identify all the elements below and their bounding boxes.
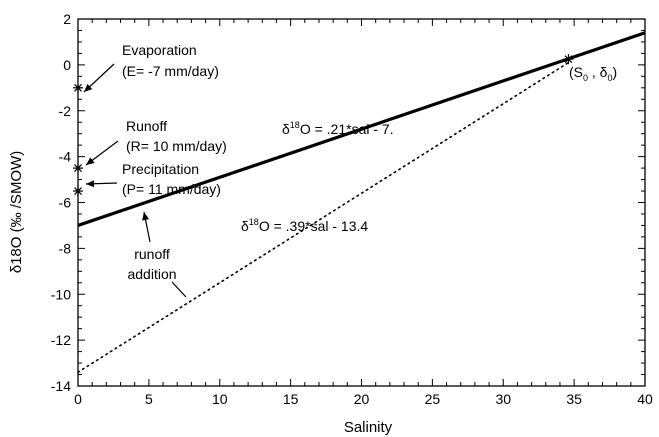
solid-mixing-line xyxy=(77,31,646,227)
dotted-mixing-line xyxy=(77,61,570,374)
precipitation-arrow-head xyxy=(86,180,95,188)
y-tick-label: -10 xyxy=(51,286,71,302)
asterisk-marker xyxy=(73,186,83,197)
annotation-runoff-line1: Runoff xyxy=(126,118,167,134)
x-tick-label: 30 xyxy=(495,391,511,407)
y-tick-labels: 2 0 -2 -4 -6 -8 -10 -12 -14 xyxy=(51,11,71,394)
asterisk-stroke xyxy=(74,164,82,173)
annotation-evaporation-line2: (E= -7 mm/day) xyxy=(122,63,219,79)
y-tick-label: 2 xyxy=(63,11,71,27)
equation-dotted-line: δ18O = .39*sal - 13.4 xyxy=(241,217,368,234)
y-tick-label: 0 xyxy=(63,57,71,73)
asterisk-marker xyxy=(563,54,574,65)
annotation-precipitation-line2: (P= 11 mm/day) xyxy=(122,181,221,197)
points-layer xyxy=(73,54,574,197)
y-tick-label: -14 xyxy=(51,378,71,394)
annotation-precipitation-line1: Precipitation xyxy=(122,161,199,177)
x-tick-label: 35 xyxy=(566,391,582,407)
endpoint-label: (S0 , δ0) xyxy=(569,64,617,83)
asterisk-stroke xyxy=(564,55,573,64)
annotation-runoff-addition-line2: addition xyxy=(127,266,176,282)
series-layer xyxy=(77,31,646,374)
asterisk-stroke xyxy=(74,187,82,195)
y-tick-label: -12 xyxy=(51,332,71,348)
x-tick-label: 10 xyxy=(212,391,228,407)
arrows-layer xyxy=(83,63,187,298)
tick-marks xyxy=(77,18,646,387)
x-tick-label: 40 xyxy=(637,391,653,407)
y-tick-label: -4 xyxy=(59,149,72,165)
x-axis-title: Salinity xyxy=(344,419,393,436)
x-tick-label: 15 xyxy=(283,391,299,407)
x-tick-label: 20 xyxy=(354,391,370,407)
y-tick-label: -6 xyxy=(59,195,72,211)
runoff-arrow-head xyxy=(86,157,95,165)
y-tick-label: -2 xyxy=(59,103,72,119)
evaporation-arrow-head xyxy=(84,83,93,92)
x-tick-labels: 0 5 10 15 20 25 30 35 40 xyxy=(74,391,653,407)
y-axis-title: δ18O (‰ /SMOW) xyxy=(8,151,25,274)
x-tick-label: 5 xyxy=(145,391,153,407)
runoff-addition-tail xyxy=(171,281,187,298)
asterisk-marker xyxy=(73,82,83,93)
x-tick-label: 25 xyxy=(425,391,441,407)
runoff-addition-arrow-head xyxy=(142,212,150,221)
annotation-runoff-line2: (R= 10 mm/day) xyxy=(126,138,227,154)
annotation-runoff-addition-line1: runoff xyxy=(134,246,170,262)
asterisk-marker xyxy=(73,163,83,174)
equation-solid-line: δ18O = .21*sal - 7. xyxy=(282,120,394,137)
annotation-evaporation-line1: Evaporation xyxy=(122,42,197,58)
y-tick-label: -8 xyxy=(59,240,72,256)
asterisk-stroke xyxy=(74,83,82,92)
x-tick-label: 0 xyxy=(74,391,82,407)
